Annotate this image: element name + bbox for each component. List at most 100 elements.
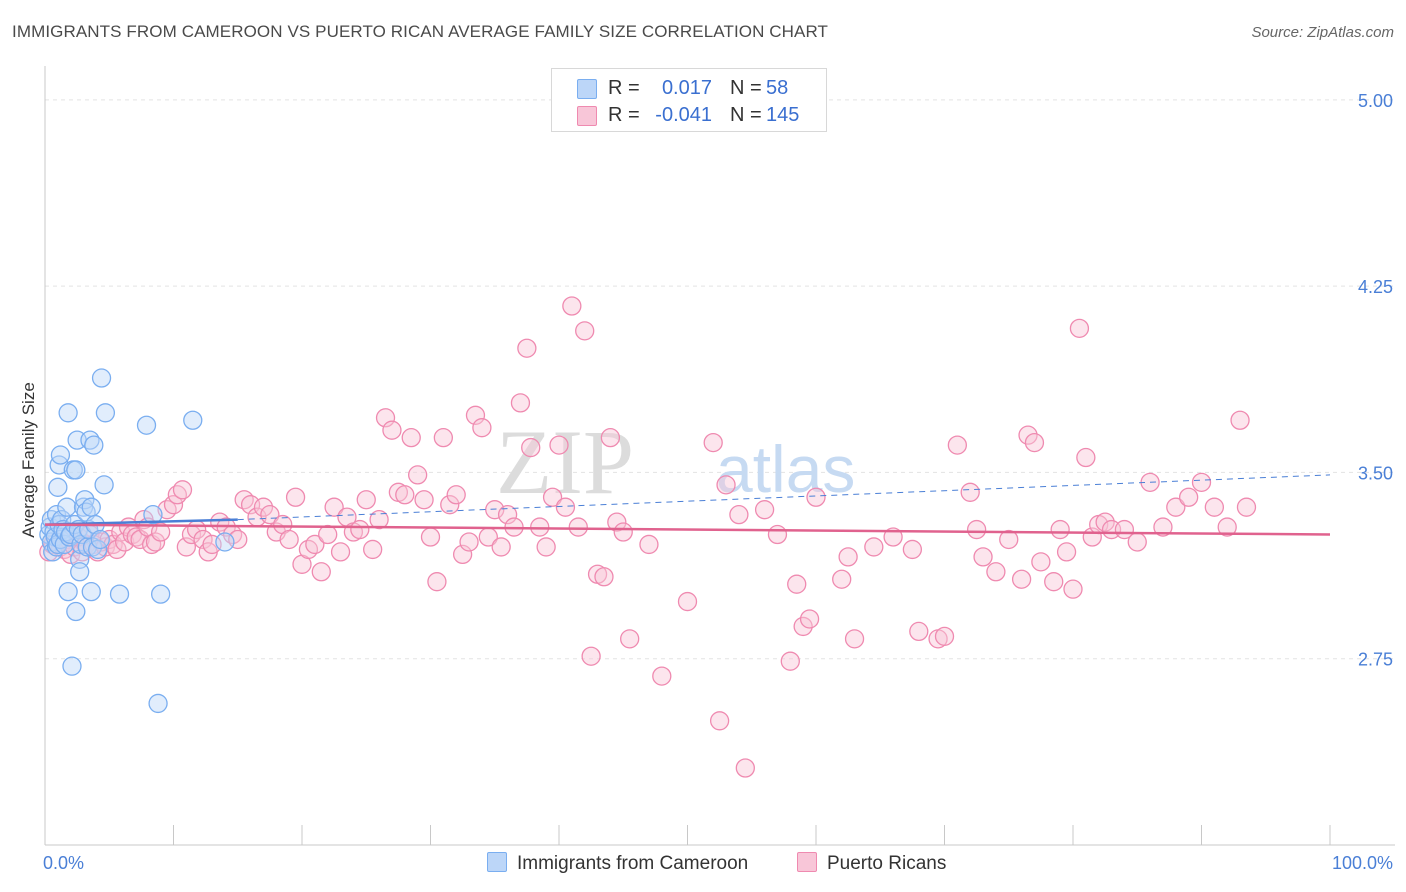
data-point <box>1166 497 1186 517</box>
r-label: R = <box>608 77 640 99</box>
data-point <box>81 581 101 602</box>
data-point <box>639 534 659 555</box>
data-point <box>305 534 325 555</box>
y-tick-label: 4.25 <box>1358 277 1393 297</box>
data-point <box>1230 410 1250 430</box>
n-value: 145 <box>766 104 800 126</box>
data-point <box>1031 552 1051 572</box>
data-point <box>1024 432 1045 453</box>
cameroon-legend-swatch <box>487 852 507 872</box>
grid <box>45 99 1395 660</box>
r-value: 0.017 <box>661 77 712 99</box>
data-point <box>844 629 865 649</box>
n-value: 58 <box>766 77 789 99</box>
data-point <box>1076 447 1096 468</box>
trend-lines <box>44 474 1331 536</box>
data-point <box>66 601 86 622</box>
data-point <box>1236 497 1257 517</box>
data-point <box>90 529 110 550</box>
data-point <box>1011 569 1032 589</box>
data-point <box>530 517 550 537</box>
data-point <box>934 626 955 647</box>
r-label: R = <box>608 104 640 126</box>
data-point <box>793 616 813 637</box>
watermark-zip: ZIP <box>496 411 634 513</box>
data-point <box>973 547 993 567</box>
data-point <box>729 504 749 525</box>
data-point <box>864 537 884 557</box>
data-point <box>427 572 447 592</box>
axis-labels: 2.75 3.50 4.25 5.00 0.0% 100.0% Average Family… <box>19 91 1393 873</box>
data-point <box>1217 517 1237 537</box>
trend-line-puerto-ricans <box>44 523 1331 536</box>
data-point <box>1044 572 1064 592</box>
data-point <box>787 574 807 594</box>
data-point <box>510 393 531 413</box>
data-point <box>66 460 86 480</box>
data-point <box>966 519 987 540</box>
data-point <box>395 485 415 505</box>
data-point <box>253 497 274 517</box>
cameroon-swatch <box>577 79 597 99</box>
n-label: N = <box>730 104 762 126</box>
data-point <box>600 427 621 448</box>
data-point <box>73 497 94 517</box>
axes <box>44 66 1395 846</box>
data-point <box>58 403 78 423</box>
data-point <box>84 435 104 455</box>
data-point <box>947 435 967 455</box>
data-point <box>536 537 556 557</box>
data-point <box>716 475 736 495</box>
data-point <box>581 646 601 666</box>
data-point <box>375 408 396 428</box>
data-point <box>799 609 820 629</box>
data-point <box>542 487 563 507</box>
data-point <box>521 437 541 458</box>
data-point <box>407 465 428 485</box>
data-point <box>70 562 90 582</box>
data-point <box>767 524 788 545</box>
data-point <box>382 420 402 440</box>
data-point <box>62 656 82 676</box>
stats-legend-row-puerto-ricans: R = -0.041 N = 145 <box>552 102 826 128</box>
data-point <box>1050 519 1070 540</box>
data-point <box>562 296 582 316</box>
data-point <box>414 490 434 510</box>
data-point <box>94 475 114 495</box>
data-point <box>838 547 858 567</box>
data-point <box>568 517 588 537</box>
legend-item-puerto-ricans[interactable]: Puerto Ricans <box>797 852 946 875</box>
data-point <box>433 427 454 448</box>
data-point <box>234 490 254 510</box>
data-point <box>620 629 640 649</box>
data-point <box>215 532 235 552</box>
data-point <box>575 321 595 341</box>
data-point <box>150 522 171 542</box>
data-point <box>549 435 569 455</box>
data-point <box>260 504 280 525</box>
data-point <box>594 567 614 587</box>
data-point <box>1191 472 1212 493</box>
data-point <box>163 495 184 515</box>
data-point <box>1179 487 1199 507</box>
data-point <box>298 539 319 560</box>
n-label: N = <box>730 77 762 99</box>
data-point <box>986 562 1006 582</box>
data-point <box>324 497 344 517</box>
data-point <box>420 527 441 547</box>
series-immigrants-from-cameroon <box>39 368 235 714</box>
data-point <box>1204 497 1224 517</box>
data-point <box>1153 517 1173 537</box>
data-point <box>555 497 576 517</box>
data-point <box>780 651 800 671</box>
data-point <box>109 584 130 604</box>
data-point <box>150 584 171 604</box>
series-puerto-ricans <box>39 296 1257 778</box>
watermark-atlas: atlas <box>716 432 855 506</box>
legend-item-cameroon[interactable]: Immigrants from Cameroon <box>487 852 748 875</box>
legend-label-puerto-ricans: Puerto Ricans <box>827 853 947 874</box>
data-point <box>613 522 633 542</box>
r-value: -0.041 <box>655 104 712 126</box>
data-point <box>909 621 929 642</box>
